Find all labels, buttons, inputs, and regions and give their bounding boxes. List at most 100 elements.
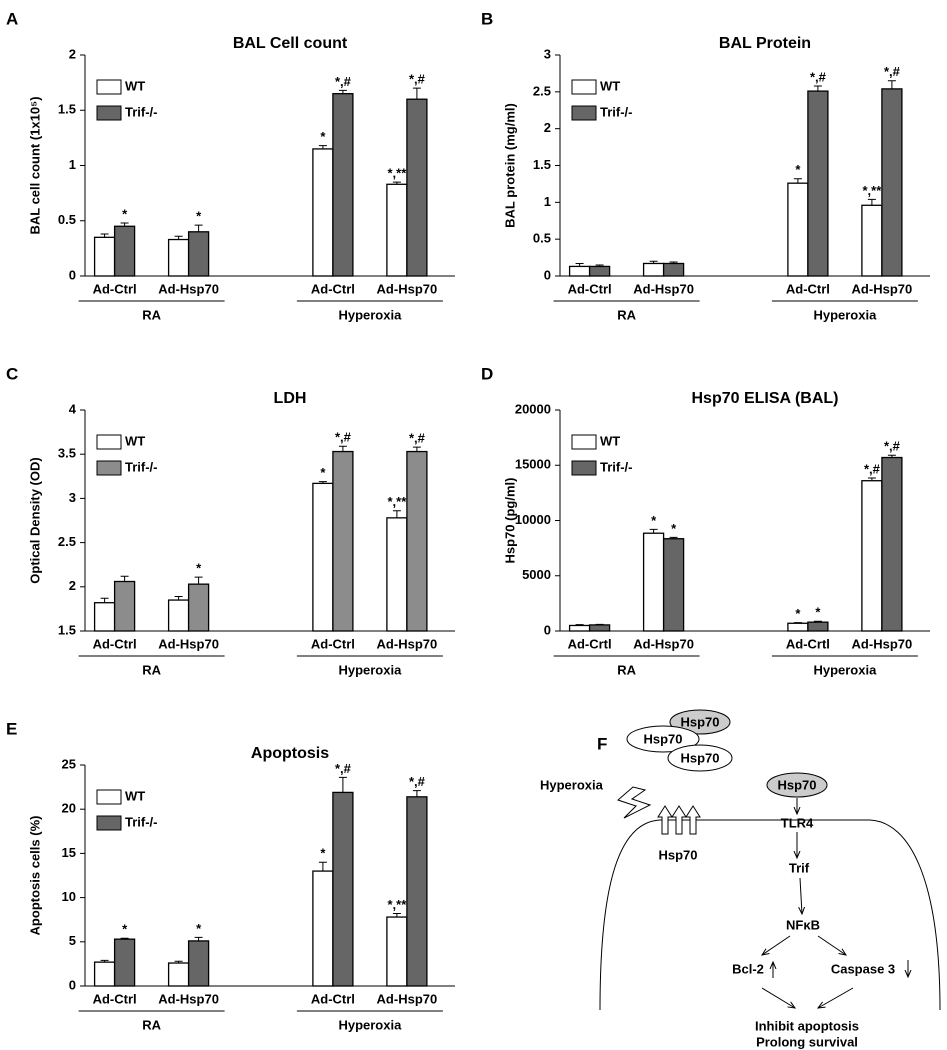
legend-swatch: [571, 105, 597, 121]
bar: [406, 98, 428, 277]
hsp70-label: Hsp70: [643, 731, 682, 746]
x-tick-label: Ad-Crtl: [786, 636, 830, 651]
y-tick-label: 2: [69, 578, 76, 593]
x-tick-label: Ad-Ctrl: [93, 281, 137, 296]
error-bar: [392, 181, 401, 185]
group-label: RA: [617, 307, 636, 322]
bar: [332, 450, 354, 632]
block-arrows: [657, 805, 701, 835]
bar: [332, 791, 354, 987]
y-tick-label: 4: [69, 401, 77, 416]
x-tick-label: Ad-Hsp70: [377, 636, 438, 651]
y-tick-label: 2: [544, 120, 551, 135]
bar: [807, 621, 829, 632]
significance-label: *,#: [884, 64, 901, 79]
error-bar: [669, 261, 678, 264]
panel-letter: F: [597, 734, 607, 753]
significance-label: *: [320, 129, 326, 144]
x-tick-label: Ad-Hsp70: [377, 991, 438, 1006]
y-tick-label: 0: [544, 267, 551, 282]
significance-label: *: [651, 513, 657, 528]
y-tick-label: 2.5: [533, 83, 551, 98]
group-label: Hyperoxia: [338, 307, 402, 322]
bar: [642, 262, 665, 277]
legend-label: WT: [600, 433, 620, 448]
significance-label: *,#: [810, 69, 827, 84]
chart-title: BAL Cell count: [233, 35, 348, 52]
bar: [881, 88, 903, 277]
group-label: Hyperoxia: [813, 662, 877, 677]
error-bar: [120, 575, 129, 582]
bar: [568, 624, 591, 632]
legend-label: Trif-/-: [125, 104, 158, 119]
x-tick-label: Ad-Hsp70: [852, 636, 913, 651]
bar: [861, 480, 883, 632]
significance-label: *,#: [409, 72, 426, 87]
bar: [187, 583, 210, 632]
error-bar: [412, 790, 421, 797]
factor: NFκB: [786, 917, 820, 932]
y-tick-label: 10: [62, 889, 76, 904]
chart-title: LDH: [274, 390, 307, 407]
x-tick-label: Ad-Hsp70: [158, 636, 219, 651]
significance-label: *: [320, 846, 326, 861]
y-tick-label: 20000: [515, 401, 551, 416]
panel-letter: D: [481, 364, 493, 383]
panel-letter: C: [6, 364, 18, 383]
bar: [167, 238, 190, 277]
error-bar: [575, 624, 584, 626]
bar: [406, 450, 428, 632]
adaptor: Trif: [789, 860, 810, 875]
error-bar: [338, 445, 347, 452]
error-bar: [194, 224, 203, 232]
y-tick-label: 15000: [515, 457, 551, 472]
bar: [93, 236, 116, 277]
chart-panel: A BAL Cell count BAL cell count (1x10⁵) 0 0.…: [6, 9, 455, 322]
error-bar: [174, 235, 183, 240]
y-tick-label: 0: [544, 622, 551, 637]
legend-label: Trif-/-: [125, 814, 158, 829]
bar: [167, 962, 190, 987]
bar: [881, 456, 903, 632]
y-tick-label: 25: [62, 756, 76, 771]
legend-label: WT: [125, 78, 145, 93]
significance-label: *: [795, 162, 801, 177]
legend-swatch: [96, 460, 122, 476]
significance-label: *: [196, 209, 202, 224]
error-bar: [100, 597, 109, 603]
error-bar: [887, 454, 896, 458]
error-bar: [813, 85, 822, 92]
y-tick-label: 1: [544, 194, 551, 209]
error-bar: [595, 623, 604, 625]
bar: [187, 231, 210, 277]
outcome: Inhibit apoptosis: [755, 1018, 859, 1033]
diagram: F Hyperoxia Hsp70 Hsp70 Hsp70 Hsp70 Hsp7…: [540, 709, 941, 1049]
significance-label: *,#: [335, 430, 352, 445]
legend-label: WT: [125, 788, 145, 803]
x-tick-label: Ad-Ctrl: [93, 991, 137, 1006]
y-tick-label: 1.5: [58, 102, 76, 117]
error-bar: [338, 89, 347, 94]
bar: [588, 624, 611, 632]
lightning: [617, 786, 652, 819]
error-bar: [392, 510, 401, 518]
error-bar: [649, 528, 658, 534]
y-tick-label: 2: [69, 46, 76, 61]
chart-panel: B BAL Protein BAL protein (mg/ml) 0 0.5 1 1.5 2…: [481, 9, 930, 322]
bar: [386, 183, 408, 277]
error-bar: [867, 477, 876, 481]
x-tick-label: Ad-Hsp70: [377, 281, 438, 296]
y-tick-label: 2.5: [58, 534, 76, 549]
bcl2: Bcl-2: [732, 961, 764, 976]
significance-label: *: [671, 521, 677, 536]
significance-label: *,#: [884, 439, 901, 454]
hsp70-induced: Hsp70: [658, 847, 697, 862]
group-label: RA: [142, 662, 161, 677]
error-bar: [338, 776, 347, 793]
error-bar: [412, 87, 421, 100]
hsp70-node: [669, 709, 731, 735]
y-tick-label: 1: [69, 157, 76, 172]
significance-label: *: [196, 561, 202, 576]
error-bar: [120, 222, 129, 227]
